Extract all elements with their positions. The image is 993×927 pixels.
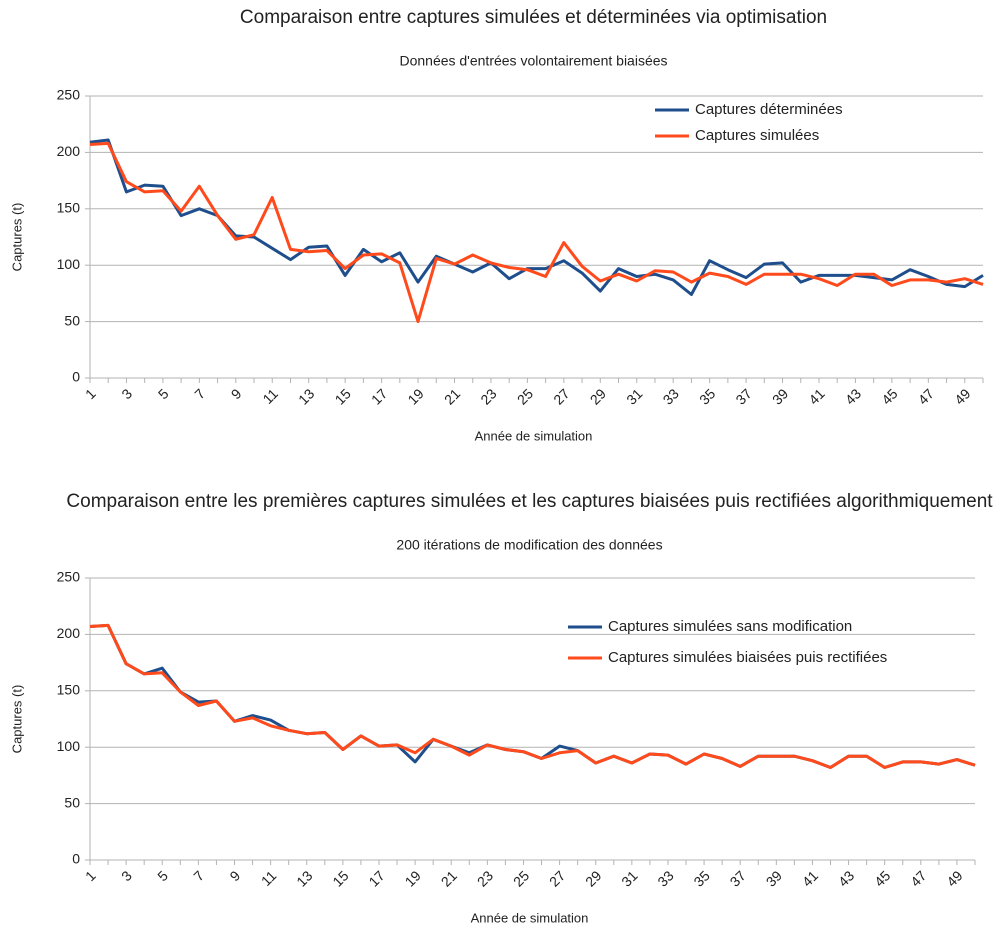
x-tick-label: 47 <box>915 385 937 407</box>
x-tick-label: 13 <box>295 385 317 407</box>
x-tick-label: 21 <box>438 867 460 889</box>
x-tick-label: 19 <box>402 867 424 889</box>
x-tick-label: 15 <box>329 867 351 889</box>
x-tick-label: 31 <box>623 385 645 407</box>
x-tick-label: 45 <box>878 385 900 407</box>
chart-title: Comparaison entre captures simulées et d… <box>240 7 827 28</box>
x-tick-label: 39 <box>763 867 785 889</box>
x-tick-label: 23 <box>477 385 499 407</box>
x-tick-label: 11 <box>259 385 281 407</box>
x-tick-label: 15 <box>332 385 354 407</box>
x-tick-label: 29 <box>582 867 604 889</box>
y-tick-label: 200 <box>57 625 81 641</box>
legend-label: Captures simulées <box>695 127 819 144</box>
x-tick-label: 29 <box>587 385 609 407</box>
y-tick-label: 0 <box>72 851 80 867</box>
x-tick-label: 19 <box>404 385 426 407</box>
y-axis-title: Captures (t) <box>9 203 24 272</box>
legend-label: Captures simulées sans modification <box>608 618 852 635</box>
legend-label: Captures simulées biaisées puis rectifié… <box>608 649 887 666</box>
x-axis-title: Année de simulation <box>475 428 593 443</box>
x-tick-label: 5 <box>154 867 171 884</box>
x-tick-label: 17 <box>368 385 390 407</box>
x-tick-label: 17 <box>365 867 387 889</box>
x-tick-label: 13 <box>293 867 315 889</box>
x-tick-label: 27 <box>546 867 568 889</box>
x-tick-label: 27 <box>550 385 572 407</box>
x-tick-label: 9 <box>228 385 245 402</box>
legend-label: Captures déterminées <box>695 101 843 118</box>
x-tick-label: 5 <box>155 385 172 402</box>
x-tick-label: 37 <box>727 867 749 889</box>
x-tick-label: 43 <box>835 867 857 889</box>
x-tick-label: 25 <box>510 867 532 889</box>
x-tick-label: 33 <box>660 385 682 407</box>
x-tick-label: 41 <box>805 385 827 407</box>
x-tick-label: 7 <box>191 385 208 402</box>
y-tick-label: 200 <box>57 143 81 159</box>
y-axis-title: Captures (t) <box>9 685 24 754</box>
chart-title: Comparaison entre les premières captures… <box>66 491 993 512</box>
x-tick-label: 49 <box>943 867 965 889</box>
x-tick-label: 49 <box>951 385 973 407</box>
series-line <box>89 623 976 769</box>
chart-subtitle: 200 itérations de modification des donné… <box>396 537 662 553</box>
x-tick-label: 1 <box>82 867 99 884</box>
x-tick-label: 47 <box>907 867 929 889</box>
x-tick-label: 45 <box>871 867 893 889</box>
y-tick-label: 250 <box>57 87 81 103</box>
x-tick-label: 3 <box>118 867 135 884</box>
y-tick-label: 150 <box>57 682 81 698</box>
series-line <box>89 623 976 769</box>
y-tick-label: 250 <box>57 569 81 585</box>
x-tick-label: 35 <box>690 867 712 889</box>
x-tick-label: 43 <box>842 385 864 407</box>
x-axis-title: Année de simulation <box>471 910 589 925</box>
x-tick-label: 23 <box>474 867 496 889</box>
series-line <box>89 141 984 324</box>
x-tick-label: 37 <box>732 385 754 407</box>
x-tick-label: 7 <box>190 867 207 884</box>
y-tick-label: 100 <box>57 256 81 272</box>
x-tick-label: 35 <box>696 385 718 407</box>
x-tick-label: 41 <box>799 867 821 889</box>
x-tick-label: 25 <box>514 385 536 407</box>
y-tick-label: 100 <box>57 738 81 754</box>
x-tick-label: 21 <box>441 385 463 407</box>
y-tick-label: 50 <box>64 312 80 328</box>
x-tick-label: 11 <box>258 867 280 889</box>
x-tick-label: 31 <box>618 867 640 889</box>
x-tick-label: 39 <box>769 385 791 407</box>
series-line <box>89 138 984 296</box>
y-tick-label: 0 <box>72 369 80 385</box>
x-tick-label: 3 <box>118 385 135 402</box>
x-tick-label: 33 <box>654 867 676 889</box>
y-tick-label: 50 <box>64 794 80 810</box>
x-tick-label: 1 <box>82 385 99 402</box>
x-tick-label: 9 <box>226 867 243 884</box>
y-tick-label: 150 <box>57 200 81 216</box>
chart-subtitle: Données d'entrées volontairement biaisée… <box>399 53 667 69</box>
